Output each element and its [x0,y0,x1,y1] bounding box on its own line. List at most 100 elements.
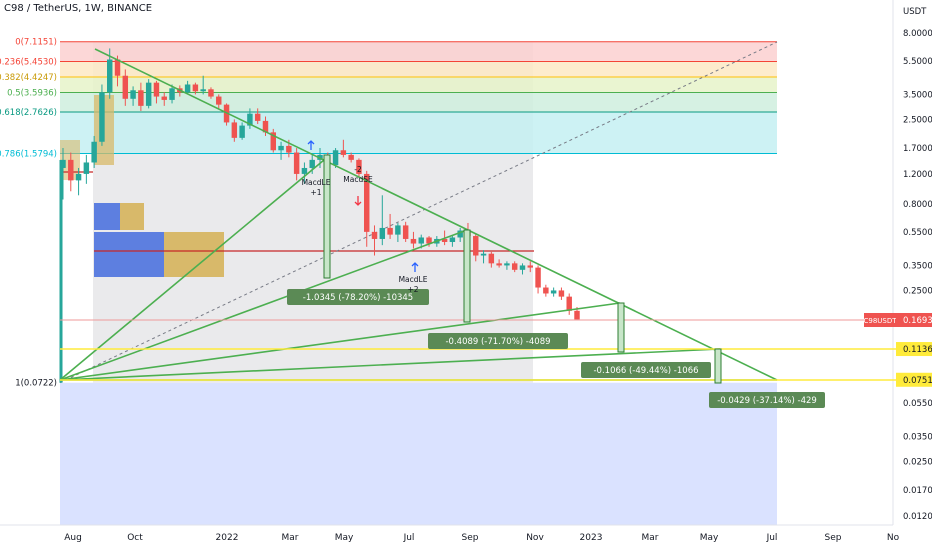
candle-body[interactable] [130,90,136,99]
candle-body[interactable] [107,59,113,93]
candle-body[interactable] [169,88,175,100]
candle-body[interactable] [231,122,238,138]
candles [60,48,580,320]
candle-body[interactable] [161,96,167,100]
candle-body[interactable] [91,141,97,163]
candle-body[interactable] [426,237,432,244]
time-axis-tick: Jul [766,533,778,543]
measure-label: -0.1066 (-49.44%) -1066 [593,366,698,376]
time-axis-tick: Sep [462,533,479,543]
candle-body[interactable] [122,75,129,99]
candle-body[interactable] [402,225,409,239]
candle-body[interactable] [286,145,292,153]
candle-body[interactable] [496,263,502,266]
candle-body[interactable] [83,162,90,174]
volume-profile-bar [164,232,224,277]
candle-body[interactable] [395,225,401,235]
candle-body[interactable] [511,263,518,270]
candle-body[interactable] [309,159,315,168]
candle-body[interactable] [208,89,214,97]
candle-body[interactable] [138,90,144,106]
candle-body[interactable] [441,238,448,242]
measure-label: -1.0345 (-78.20%) -10345 [303,293,413,303]
candle-body[interactable] [387,227,393,235]
candle-body[interactable] [114,59,121,76]
fib-level-label: 0.5(3.5936) [7,88,57,98]
measure-bar [463,229,471,323]
candle-body[interactable] [457,230,463,238]
candle-body[interactable] [270,132,276,151]
current-price-box [896,313,932,327]
candle-body[interactable] [247,113,253,126]
time-axis-tick: Mar [282,533,299,543]
candle-body[interactable] [192,84,199,92]
candle-body[interactable] [348,154,354,160]
candle-body[interactable] [449,237,456,242]
candle-body[interactable] [543,287,549,294]
candle-body[interactable] [262,120,269,133]
candle-body[interactable] [364,173,370,232]
candle-body[interactable] [480,253,487,256]
candle-body[interactable] [535,267,541,288]
candle-body[interactable] [356,159,362,174]
price-axis-tick: 0.0170 [903,486,932,496]
candle-body[interactable] [332,150,339,166]
short-arrow-icon [354,196,362,206]
fib-level-label: 0.236(5.4530) [0,57,57,67]
signal-label: MacdSE [343,175,373,184]
price-axis-tick: 0.0550 [903,399,932,409]
price-axis-tick: 0.8000 [903,200,932,210]
candle-body[interactable] [239,125,245,138]
measure-label-box [709,392,825,408]
fib-level-label: 0.618(2.7626) [0,108,57,118]
fib-band [60,111,777,154]
price-axis-tick: 3.5000 [903,90,932,100]
candle-body[interactable] [145,82,152,106]
candle-body[interactable] [340,150,347,155]
time-axis-tick: Nov [526,533,544,543]
time-axis-tick: Mar [642,533,659,543]
time-axis-tick: 2023 [580,533,603,543]
measure-tools: -1.0345 (-78.20%) -10345 -0.4089 (-71.70%… [287,154,825,408]
candle-body[interactable] [75,173,82,181]
time-axis-tick: No [887,533,900,543]
candle-body[interactable] [301,167,308,174]
candle-body[interactable] [550,290,557,294]
candle-body[interactable] [566,296,572,311]
candle-body[interactable] [68,159,74,181]
signal-label: -2 [354,165,362,174]
candle-body[interactable] [60,159,66,168]
trend-line [59,229,468,381]
volume-profile-bar [94,232,164,277]
symbol-label: C98USDT [863,317,897,325]
price-axis-tick: 5.5000 [903,57,932,67]
candle-body[interactable] [574,310,580,320]
time-axis-tick: May [700,533,719,543]
candle-body[interactable] [410,238,417,244]
price-axis-tick: 1.2000 [903,170,932,180]
candle-body[interactable] [473,236,479,256]
fib-level-label: 1(0.0722) [15,379,57,389]
fib-level-label: 0.786(1.5794) [0,150,57,160]
price-axis-unit: USDT [903,7,927,17]
candle-body[interactable] [371,231,378,239]
candle-body[interactable] [527,265,533,268]
candle-body[interactable] [99,92,105,142]
candle-body[interactable] [153,82,160,97]
candle-body[interactable] [293,152,300,174]
candle-body[interactable] [254,113,261,121]
candle-body[interactable] [488,253,495,264]
candle-body[interactable] [184,84,191,93]
trend-line [59,302,621,381]
candle-body[interactable] [418,237,424,244]
candle-body[interactable] [216,96,222,105]
price-axis-tick: 0.3500 [903,261,932,271]
candle-body[interactable] [200,89,206,92]
candle-body[interactable] [504,263,510,266]
candle-body[interactable] [519,265,526,270]
candle-body[interactable] [278,145,284,151]
candle-body[interactable] [558,290,565,297]
candle-body[interactable] [379,227,386,239]
